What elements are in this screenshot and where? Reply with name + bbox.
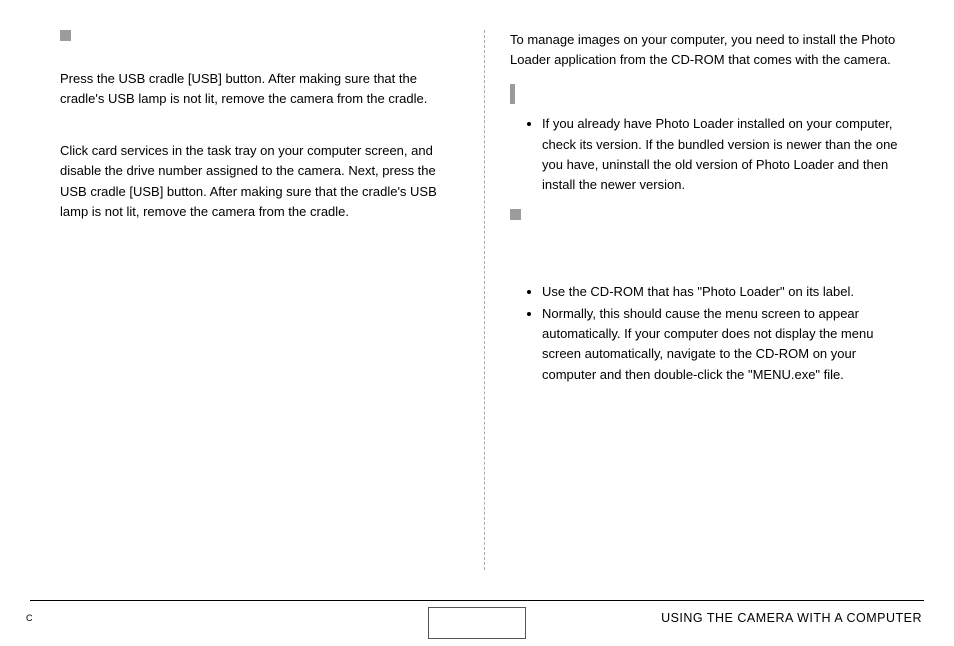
important-label (525, 84, 529, 104)
para-card-services: Click card services in the task tray on … (60, 141, 459, 222)
section-marker-icon (60, 30, 71, 41)
content-area: Press the USB cradle [USB] button. After… (40, 30, 914, 570)
page: Press the USB cradle [USB] button. After… (0, 0, 954, 646)
list-item: Normally, this should cause the menu scr… (542, 304, 909, 385)
important-callout (510, 84, 909, 104)
list-item: Use the CD-ROM that has "Photo Loader" o… (542, 282, 909, 302)
footer-section-label: USING THE CAMERA WITH A COMPUTER (661, 611, 922, 625)
important-list: If you already have Photo Loader install… (510, 114, 909, 195)
footer-row: C USING THE CAMERA WITH A COMPUTER (20, 609, 934, 639)
right-column: To manage images on your computer, you n… (484, 30, 914, 570)
para-install-intro: To manage images on your computer, you n… (510, 30, 909, 70)
section-marker-icon (510, 209, 521, 220)
page-number-box (428, 607, 526, 639)
vertical-bar-icon (510, 84, 515, 104)
page-footer: C USING THE CAMERA WITH A COMPUTER (20, 600, 934, 639)
list-item: If you already have Photo Loader install… (542, 114, 909, 195)
left-column: Press the USB cradle [USB] button. After… (40, 30, 484, 570)
footer-mark: C (26, 613, 33, 623)
install-steps-list: Use the CD-ROM that has "Photo Loader" o… (510, 282, 909, 385)
footer-rule (30, 600, 924, 601)
para-usb-remove-short: Press the USB cradle [USB] button. After… (60, 69, 459, 109)
